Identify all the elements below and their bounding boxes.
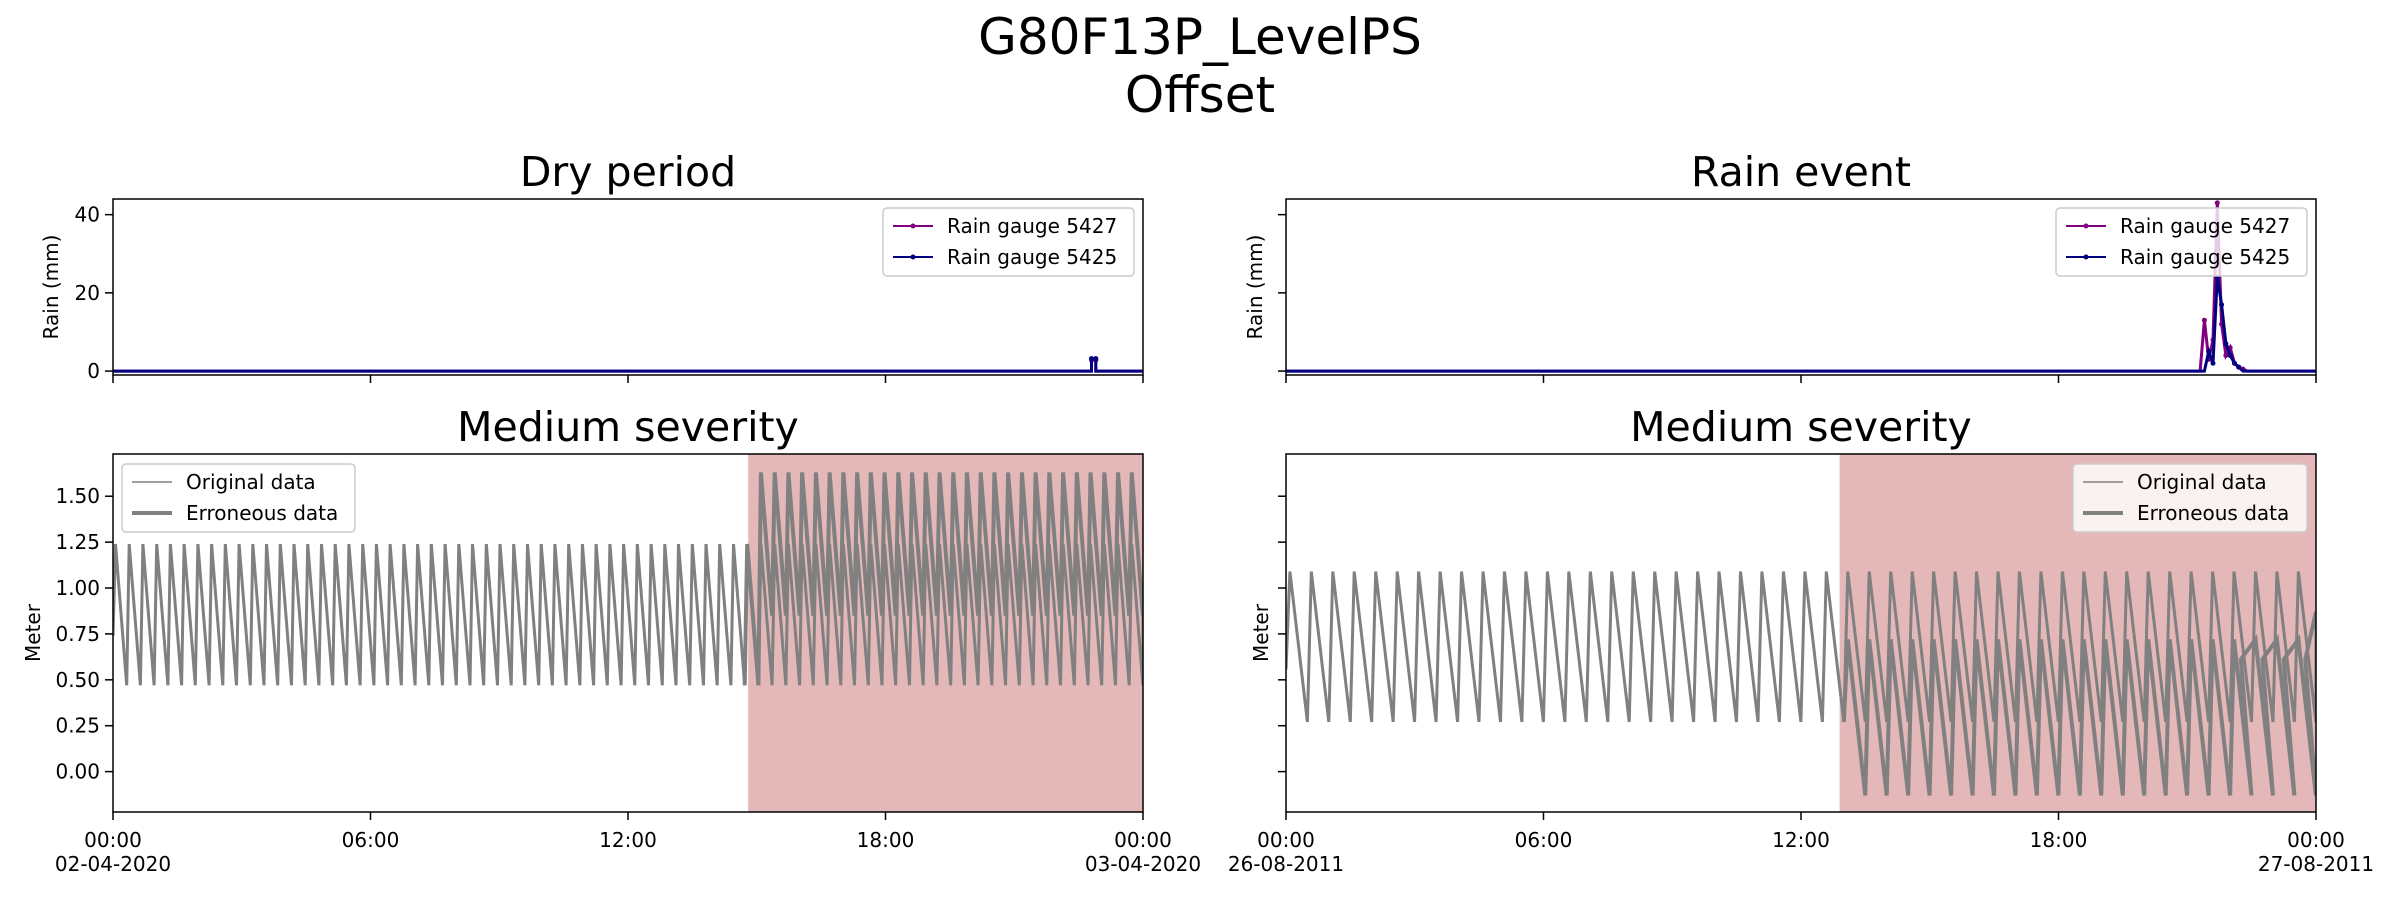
x-tick-label: 12:00 [599, 828, 657, 852]
rain-marker [1089, 356, 1094, 362]
legend-label: Erroneous data [2137, 501, 2289, 525]
subplot-title: Rain event [1691, 148, 1911, 196]
series-original-data [1286, 571, 2316, 723]
legend: Rain gauge 5427 Rain gauge 5425 [882, 207, 1135, 277]
y-axis-label: Rain (mm) [1243, 235, 1267, 340]
y-tick-label: 0 [87, 359, 100, 383]
y-tick-label: 40 [75, 203, 100, 227]
x-tick-label: 26-08-2011 [1228, 852, 1344, 876]
legend-marker [910, 223, 916, 229]
series-rain-gauge-1 [113, 358, 1143, 373]
x-tick-label: 12:00 [1772, 828, 1830, 852]
legend-label: Original data [2137, 470, 2267, 494]
y-axis-label: Meter [1249, 603, 1273, 662]
y-tick-label: 1.50 [55, 484, 100, 508]
legend-marker [910, 254, 916, 260]
y-tick-label: 0.50 [55, 668, 100, 692]
x-tick-label: 18:00 [2030, 828, 2088, 852]
y-tick-label: 1.25 [55, 530, 100, 554]
x-tick-label: 00:00 [2287, 828, 2345, 852]
x-tick-label: 00:00 [84, 828, 142, 852]
legend: Original data Erroneous data [2072, 463, 2308, 533]
x-tick-label: 03-04-2020 [1085, 852, 1201, 876]
legend-marker [2083, 223, 2089, 229]
x-tick-label: 06:00 [1515, 828, 1573, 852]
y-axis-label: Rain (mm) [39, 235, 63, 340]
series-original-data [113, 543, 1143, 686]
rain-marker [2223, 352, 2229, 358]
plot-area [1286, 200, 2316, 373]
subplot-3: 0.00 0.25 0.50 0.75 1.00 1.25 1.50 Meter Medium … [21, 403, 1201, 876]
x-tick-label: 00:00 [1257, 828, 1315, 852]
legend-label: Rain gauge 5427 [947, 214, 1117, 238]
plot-area [113, 356, 1143, 373]
rain-marker [2227, 352, 2233, 358]
y-tick-label: 0.00 [55, 760, 100, 784]
y-tick-label: 1.00 [55, 576, 100, 600]
legend-marker [2083, 254, 2089, 260]
y-tick-label: 0.25 [55, 714, 100, 738]
rain-marker [2236, 364, 2242, 370]
figure-title-line2: Offset [1125, 66, 1275, 124]
x-tick-label: 06:00 [342, 828, 400, 852]
series-rain-gauge-2 [113, 357, 1143, 373]
legend-label: Rain gauge 5425 [947, 245, 1117, 269]
rain-marker [2206, 349, 2212, 355]
x-tick-label: 18:00 [857, 828, 915, 852]
subplot-title: Dry period [520, 148, 736, 196]
x-tick-label: 02-04-2020 [55, 852, 171, 876]
y-tick-label: 20 [75, 281, 100, 305]
legend-label: Rain gauge 5427 [2120, 214, 2290, 238]
legend-label: Original data [186, 470, 316, 494]
rain-marker [2219, 302, 2225, 308]
legend-label: Rain gauge 5425 [2120, 245, 2290, 269]
subplot-title: Medium severity [457, 403, 799, 451]
x-tick-label: 00:00 [1114, 828, 1172, 852]
plot-area [113, 454, 1143, 812]
series-rain-gauge-2 [1286, 276, 2316, 373]
legend-frame [121, 463, 356, 533]
rain-marker [2214, 200, 2220, 206]
legend-frame [2072, 463, 2308, 533]
legend: Rain gauge 5427 Rain gauge 5425 [2055, 207, 2308, 277]
figure-title-line1: G80F13P_LevelPS [978, 8, 1422, 66]
legend: Original data Erroneous data [121, 463, 356, 533]
y-tick-label: 0.75 [55, 622, 100, 646]
series-erroneous-data [742, 472, 1143, 686]
rain-marker [2231, 360, 2237, 366]
rain-marker [1093, 356, 1099, 362]
legend-frame [2055, 207, 2308, 277]
y-axis-label: Meter [21, 603, 45, 662]
legend-frame [882, 207, 1135, 277]
rain-marker [2201, 317, 2207, 323]
x-tick-label: 27-08-2011 [2258, 852, 2374, 876]
legend-label: Erroneous data [186, 501, 338, 525]
rain-marker [2223, 341, 2229, 347]
subplot-title: Medium severity [1630, 403, 1972, 451]
series-erroneous-data [1841, 611, 2316, 796]
rain-marker [2210, 360, 2216, 366]
